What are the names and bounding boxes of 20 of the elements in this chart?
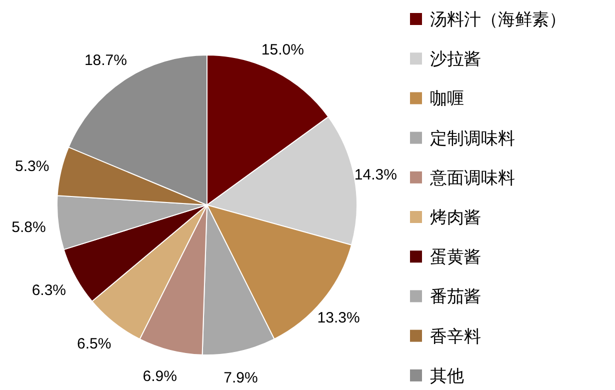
data-label: 6.9% (142, 368, 177, 386)
legend-label: 烤肉酱 (430, 208, 481, 227)
data-label: 7.9% (224, 369, 258, 386)
data-label: 15.0% (261, 42, 304, 59)
legend-label: 番茄酱 (430, 287, 481, 306)
data-label: 14.3% (354, 166, 397, 184)
legend-label: 其他 (430, 366, 464, 386)
data-label: 6.5% (77, 336, 112, 353)
data-label: 6.3% (32, 282, 66, 300)
legend-label: 意面调味料 (429, 168, 515, 188)
legend-label: 沙拉酱 (430, 50, 481, 69)
legend-label: 定制调味料 (430, 128, 515, 148)
data-label: 5.3% (14, 158, 50, 176)
legend-label: 咖喱 (430, 89, 464, 108)
legend-label: 香辛料 (430, 326, 481, 346)
data-label: 13.3% (317, 309, 360, 326)
data-label: 18.7% (84, 52, 127, 69)
legend-label: 汤料汁（海鲜素） (430, 10, 566, 29)
data-label: 5.8% (12, 218, 46, 236)
legend-label: 蛋黄酱 (430, 248, 481, 267)
